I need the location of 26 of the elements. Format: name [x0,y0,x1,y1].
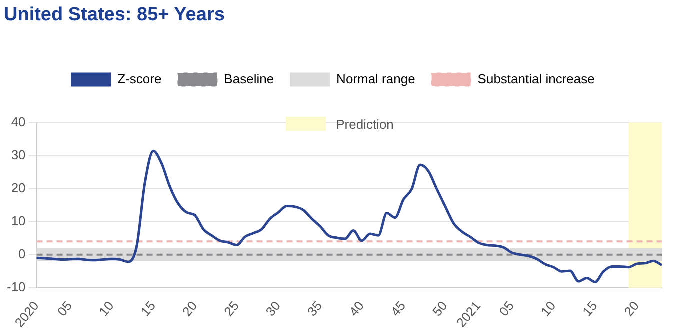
x-tick-label: 10 [96,298,117,320]
y-tick-label: 10 [11,213,26,228]
y-tick-label: 40 [11,114,26,130]
x-tick-label: 20 [621,298,642,320]
y-tick-label: 20 [11,180,26,196]
y-tick-label: 30 [11,147,26,162]
x-tick-label: 45 [388,298,409,320]
x-tick-label: 20 [179,298,200,320]
x-tick-label: 10 [538,298,559,320]
x-tick-label: 30 [262,298,284,320]
x-tick-label: 25 [221,298,242,320]
legend-label: Z-score [118,71,162,86]
x-tick-label: 50 [430,298,450,320]
y-tick-label: 0 [18,246,26,262]
legend-label: Substantial increase [478,71,595,86]
x-tick-label: 35 [304,298,326,320]
chart-title: United States: 85+ Years [4,4,225,26]
x-tick-label: 15 [580,298,600,320]
x-tick-label: 15 [138,298,159,320]
x-tick-label: 05 [496,298,517,320]
x-tick-label: 05 [54,298,76,320]
x-tick-label: 40 [346,298,367,320]
y-tick-label: -10 [6,279,26,294]
annotation: Prediction [336,116,394,132]
legend-label: Baseline [224,71,274,86]
legend-label: Normal range [336,71,416,86]
